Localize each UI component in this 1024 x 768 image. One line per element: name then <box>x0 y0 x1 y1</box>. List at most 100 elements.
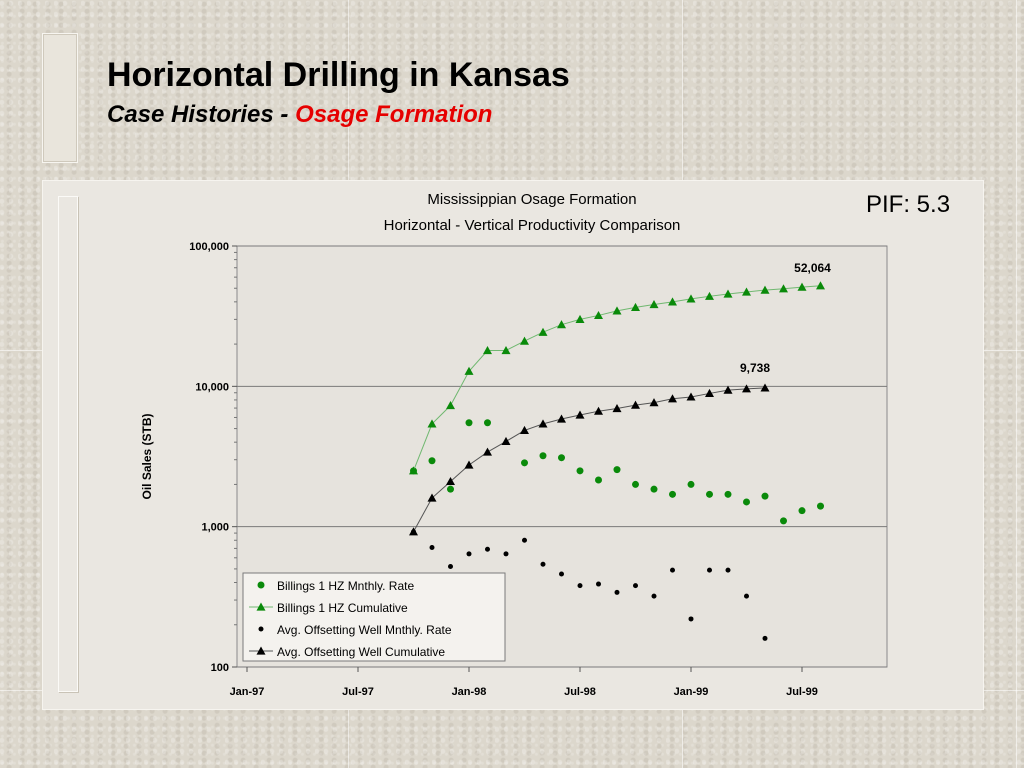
data-point <box>429 545 435 551</box>
data-point <box>686 392 696 401</box>
data-point <box>540 561 546 567</box>
data-point <box>427 493 437 502</box>
data-point <box>447 485 454 493</box>
data-point <box>798 507 806 515</box>
data-point <box>631 400 640 409</box>
legend-marker <box>257 581 265 589</box>
data-point <box>483 447 492 456</box>
data-point <box>575 410 585 419</box>
data-point <box>538 327 548 336</box>
data-point <box>595 476 602 484</box>
data-point <box>670 567 675 573</box>
data-point <box>428 457 436 465</box>
x-tick-label: Jul-97 <box>342 686 374 698</box>
data-point <box>522 537 527 543</box>
series-line <box>413 387 766 532</box>
data-point <box>483 346 492 355</box>
series-4 <box>409 383 770 536</box>
data-point <box>742 384 751 393</box>
data-point <box>501 436 511 446</box>
y-tick-label: 100,000 <box>189 241 229 253</box>
data-point <box>631 302 640 312</box>
data-point <box>484 419 491 427</box>
data-point <box>744 593 749 599</box>
data-point <box>724 490 732 498</box>
data-point <box>559 571 564 577</box>
data-point <box>705 291 714 300</box>
data-point <box>464 460 474 469</box>
data-point <box>501 346 511 355</box>
y-tick-label: 1,000 <box>201 522 229 534</box>
chart-title: Mississippian Osage Formation <box>427 191 636 208</box>
data-point <box>687 480 695 488</box>
data-point <box>762 635 768 641</box>
data-point <box>465 419 473 427</box>
data-point <box>575 314 585 323</box>
legend-label: Avg. Offsetting Well Mnthly. Rate <box>277 623 452 637</box>
data-point <box>521 459 528 467</box>
series-1 <box>410 419 824 525</box>
data-point <box>668 394 677 403</box>
data-point <box>613 466 621 474</box>
y-tick-label: 100 <box>211 662 229 674</box>
data-point <box>650 485 658 493</box>
x-tick-label: Jul-99 <box>786 686 818 698</box>
legend-label: Billings 1 HZ Cumulative <box>277 601 408 615</box>
data-point <box>816 281 825 290</box>
x-tick-label: Jan-98 <box>452 686 487 698</box>
x-tick-label: Jan-97 <box>230 686 265 698</box>
data-point <box>520 425 529 435</box>
legend-label: Avg. Offsetting Well Cumulative <box>277 645 445 659</box>
legend-marker <box>256 646 266 655</box>
slide-title: Horizontal Drilling in Kansas <box>107 56 570 94</box>
data-point <box>743 498 750 506</box>
data-point <box>427 419 437 428</box>
data-point <box>649 299 659 309</box>
y-tick-label: 10,000 <box>195 381 229 393</box>
pif-label: PIF: 5.3 <box>866 191 951 218</box>
data-point <box>446 476 455 486</box>
series-3 <box>411 529 768 641</box>
data-point <box>705 388 714 398</box>
data-point <box>668 297 677 306</box>
data-point <box>577 583 583 589</box>
x-tick-label: Jan-99 <box>674 686 709 698</box>
data-point <box>723 385 733 394</box>
data-point <box>761 492 769 500</box>
chart-side-accent-bar <box>58 196 78 692</box>
data-point <box>485 546 490 552</box>
data-point <box>503 551 509 557</box>
x-tick-label: Jul-98 <box>564 686 596 698</box>
data-point <box>446 401 455 410</box>
data-point <box>651 593 657 599</box>
data-point <box>466 551 472 557</box>
data-point <box>649 398 659 407</box>
data-point <box>448 564 453 570</box>
subtitle-prefix: Case Histories - <box>107 101 296 128</box>
data-point <box>707 567 712 573</box>
chart-subtitle: Horizontal - Vertical Productivity Compa… <box>384 217 681 234</box>
data-point <box>557 414 566 423</box>
data-point <box>596 581 601 587</box>
data-point <box>464 366 474 375</box>
data-point <box>409 466 418 475</box>
data-point <box>538 419 548 428</box>
subtitle-formation: Osage Formation <box>295 101 493 128</box>
data-point <box>594 406 603 415</box>
data-point <box>539 452 547 460</box>
data-point <box>576 467 584 475</box>
legend-marker <box>256 602 266 611</box>
data-point <box>520 336 529 345</box>
data-point <box>706 490 713 498</box>
series-2 <box>409 281 825 475</box>
data-point <box>557 320 566 329</box>
data-point <box>612 404 622 413</box>
data-label: 52,064 <box>794 261 831 275</box>
data-point <box>688 616 694 622</box>
data-point <box>612 306 622 315</box>
data-point <box>594 310 603 320</box>
y-axis-label: Oil Sales (STB) <box>140 413 154 499</box>
slide-subtitle: Case Histories - Osage Formation <box>107 101 492 129</box>
legend: Billings 1 HZ Mnthly. Rate Billings 1 HZ … <box>242 572 506 662</box>
